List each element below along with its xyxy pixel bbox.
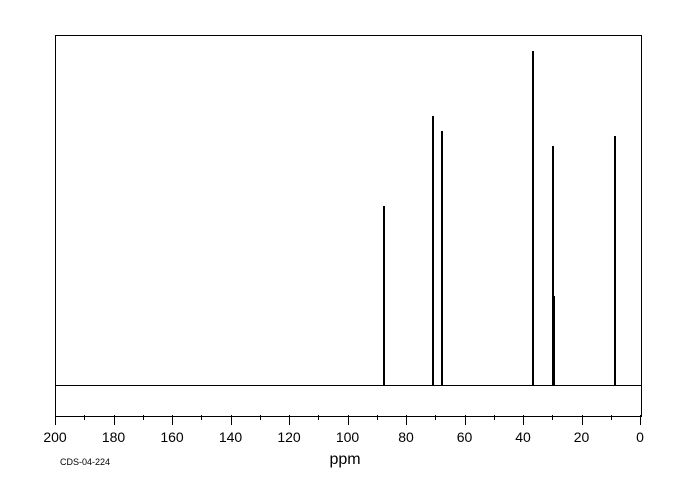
- tick-label: 20: [574, 429, 590, 445]
- tick-major: [231, 415, 232, 425]
- tick-label: 40: [515, 429, 531, 445]
- sample-id-label: CDS-04-224: [60, 457, 110, 467]
- tick-major: [172, 415, 173, 425]
- spectrum-peak: [614, 136, 616, 386]
- tick-label: 160: [160, 429, 183, 445]
- tick-minor: [84, 415, 85, 420]
- tick-major: [406, 415, 407, 425]
- tick-minor: [435, 415, 436, 420]
- spectrum-peak: [441, 131, 443, 386]
- tick-minor: [611, 415, 612, 420]
- tick-major: [114, 415, 115, 425]
- tick-minor: [552, 415, 553, 420]
- spectrum-peak: [432, 116, 434, 386]
- spectrum-peak: [532, 51, 534, 386]
- tick-minor: [377, 415, 378, 420]
- tick-major: [582, 415, 583, 425]
- tick-major: [465, 415, 466, 425]
- tick-major: [348, 415, 349, 425]
- plot-area: [55, 35, 642, 417]
- tick-minor: [318, 415, 319, 420]
- tick-major: [523, 415, 524, 425]
- tick-major: [55, 415, 56, 425]
- tick-label: 0: [636, 429, 644, 445]
- tick-minor: [260, 415, 261, 420]
- tick-label: 200: [43, 429, 66, 445]
- tick-label: 100: [336, 429, 359, 445]
- tick-label: 180: [102, 429, 125, 445]
- tick-major: [640, 415, 641, 425]
- tick-minor: [494, 415, 495, 420]
- tick-minor: [201, 415, 202, 420]
- nmr-chart-container: 200180160140120100806040200 ppm CDS-04-2…: [0, 0, 680, 500]
- tick-label: 80: [398, 429, 414, 445]
- tick-label: 120: [277, 429, 300, 445]
- tick-minor: [143, 415, 144, 420]
- tick-major: [289, 415, 290, 425]
- spectrum-peak: [552, 296, 555, 386]
- spectrum-peak: [383, 206, 385, 386]
- tick-label: 60: [457, 429, 473, 445]
- tick-label: 140: [219, 429, 242, 445]
- x-axis-title: ppm: [330, 451, 361, 469]
